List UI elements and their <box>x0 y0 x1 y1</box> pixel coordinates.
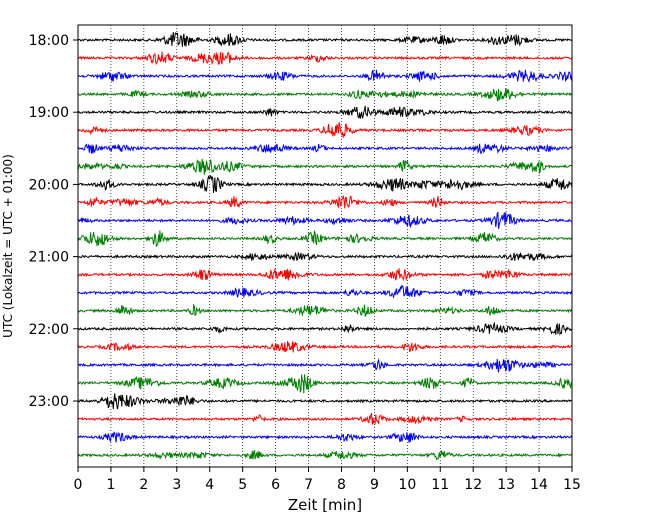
x-tick-label-10: 10 <box>398 477 416 493</box>
trace-2030 <box>77 211 573 229</box>
x-tick-label-5: 5 <box>238 477 247 493</box>
trace-1915 <box>77 122 573 139</box>
x-tick-label-4: 4 <box>205 477 214 493</box>
trace-2145 <box>77 303 573 318</box>
x-tick-label-13: 13 <box>497 477 515 493</box>
trace-2130 <box>77 284 573 299</box>
trace-1945 <box>77 158 573 175</box>
x-tick-label-14: 14 <box>530 477 548 493</box>
trace-2100 <box>77 251 573 262</box>
x-tick-label-11: 11 <box>431 477 449 493</box>
trace-2015 <box>77 194 573 209</box>
trace-2215 <box>77 341 572 353</box>
trace-2315 <box>77 412 573 425</box>
y-axis: 18:00 19:00 20:00 21:00 22:00 23:00 <box>29 33 78 410</box>
y-axis-label: UTC (Lokalzeit = UTC + 01:00) <box>1 154 15 338</box>
trace-2345 <box>77 450 573 461</box>
trace-1930 <box>77 143 573 155</box>
x-tick-label-3: 3 <box>172 477 181 493</box>
x-tick-label-1: 1 <box>106 477 115 493</box>
y-tick-label-0: 18:00 <box>29 33 69 49</box>
x-tick-label-8: 8 <box>337 477 346 493</box>
x-tick-label-12: 12 <box>464 477 482 493</box>
trace-1815 <box>77 51 573 66</box>
trace-2230 <box>77 358 573 373</box>
trace-2330 <box>77 431 573 443</box>
x-axis: 0 1 2 3 4 5 6 7 8 9 10 11 12 13 14 15 <box>74 467 581 493</box>
trace-1830 <box>77 69 573 84</box>
traces <box>77 32 573 461</box>
trace-1800 <box>77 32 573 47</box>
trace-2200 <box>77 321 573 336</box>
x-tick-label-2: 2 <box>139 477 148 493</box>
x-tick-label-9: 9 <box>370 477 379 493</box>
y-tick-label-1: 19:00 <box>29 105 69 121</box>
plot-frame <box>77 24 573 468</box>
trace-1845 <box>77 87 573 102</box>
trace-2300 <box>77 393 573 410</box>
trace-1900 <box>77 105 573 119</box>
y-tick-label-3: 21:00 <box>29 250 69 266</box>
x-tick-label-6: 6 <box>271 477 280 493</box>
x-tick-label-15: 15 <box>563 477 581 493</box>
y-tick-label-4: 22:00 <box>29 322 69 338</box>
x-axis-label: Zeit [min] <box>288 496 362 514</box>
trace-2115 <box>77 268 573 282</box>
y-tick-label-5: 23:00 <box>29 394 69 410</box>
trace-2045 <box>77 229 573 248</box>
x-tick-label-7: 7 <box>304 477 313 493</box>
trace-2000 <box>77 174 573 193</box>
y-tick-label-2: 20:00 <box>29 177 69 193</box>
trace-2245 <box>77 374 573 394</box>
x-tick-label-0: 0 <box>74 477 83 493</box>
